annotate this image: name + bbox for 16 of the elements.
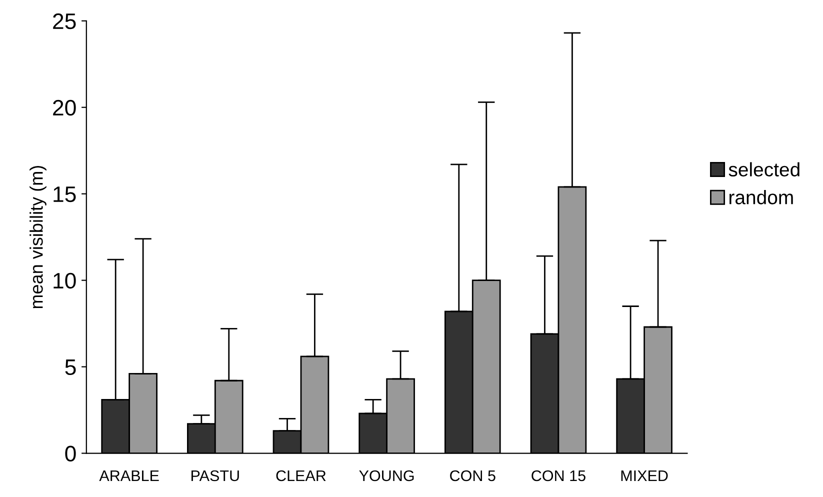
y-tick-label: 25 [53,13,76,30]
legend-label: selected [728,162,800,176]
x-tick-label: CON 5 [450,470,496,482]
legend-label: random [730,190,793,204]
y-tick-label: 15 [54,186,76,202]
y-tick-label: 20 [53,100,76,116]
y-axis-title: mean visibility (m) [30,166,46,308]
y-tick-label: 5 [65,360,76,376]
x-tick-label: MIXED [621,470,668,481]
x-tick-label: PASTU [192,470,239,482]
y-tick-label: 10 [54,272,76,289]
y-tick-label: 0 [65,446,76,462]
x-tick-label: YOUNG [359,470,414,482]
x-tick-label: CLEAR [276,470,326,482]
x-tick-label: CON 15 [532,470,586,482]
x-tick-label: ARABLE [99,470,159,481]
